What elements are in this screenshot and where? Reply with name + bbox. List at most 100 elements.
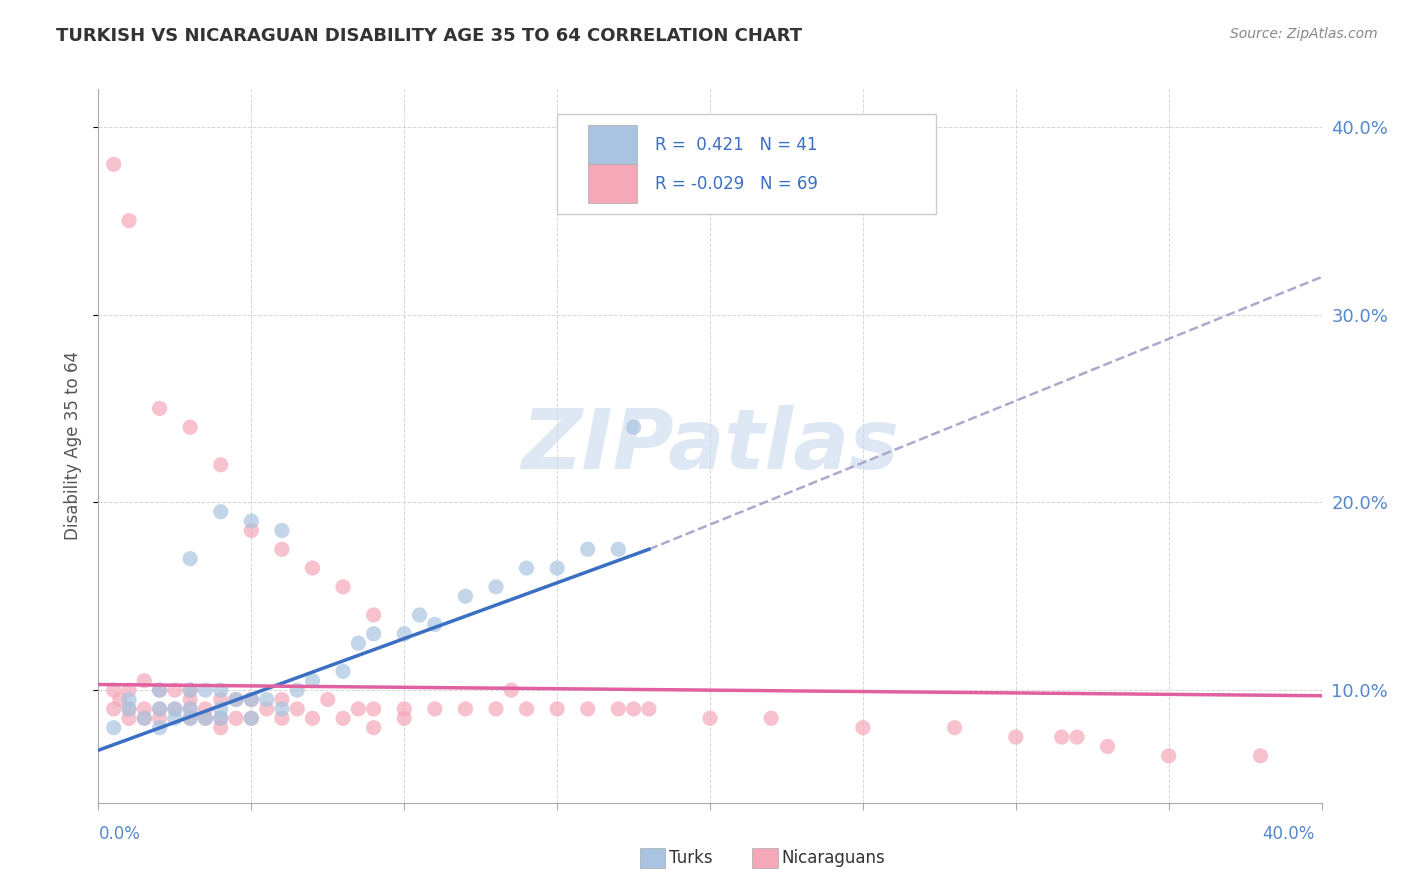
Point <box>1097 739 1119 754</box>
Point <box>392 627 416 641</box>
Point <box>118 213 141 227</box>
Point <box>623 702 645 716</box>
Point <box>1249 748 1271 763</box>
Point <box>179 711 201 725</box>
Point <box>240 514 263 528</box>
Point <box>423 702 446 716</box>
Point <box>118 702 141 716</box>
Point <box>179 551 201 566</box>
Text: TURKISH VS NICARAGUAN DISABILITY AGE 35 TO 64 CORRELATION CHART: TURKISH VS NICARAGUAN DISABILITY AGE 35 … <box>56 27 803 45</box>
Point <box>209 505 232 519</box>
Point <box>134 702 156 716</box>
Point <box>163 702 186 716</box>
Point <box>149 683 172 698</box>
FancyBboxPatch shape <box>588 164 637 203</box>
Point <box>179 683 201 698</box>
Point <box>209 711 232 725</box>
Point <box>108 692 131 706</box>
Point <box>576 542 599 557</box>
Point <box>179 683 201 698</box>
Point <box>316 692 339 706</box>
Point <box>363 607 385 622</box>
Point <box>363 702 385 716</box>
Point <box>163 711 186 725</box>
Point <box>179 711 201 725</box>
Point <box>485 580 508 594</box>
Point <box>209 711 232 725</box>
Point <box>194 711 217 725</box>
Point <box>285 683 308 698</box>
Point <box>149 702 172 716</box>
Point <box>134 711 156 725</box>
Point <box>623 420 645 434</box>
Point <box>194 683 217 698</box>
Point <box>270 702 292 716</box>
Point <box>149 702 172 716</box>
Point <box>485 702 508 716</box>
Point <box>285 702 308 716</box>
Y-axis label: Disability Age 35 to 64: Disability Age 35 to 64 <box>65 351 83 541</box>
Point <box>423 617 446 632</box>
Point <box>301 711 323 725</box>
Point <box>699 711 721 725</box>
Point <box>225 711 247 725</box>
Point <box>347 636 370 650</box>
Point <box>852 721 875 735</box>
Point <box>270 711 292 725</box>
Point <box>103 683 125 698</box>
Point <box>392 711 416 725</box>
Point <box>118 683 141 698</box>
Point <box>149 683 172 698</box>
Text: Source: ZipAtlas.com: Source: ZipAtlas.com <box>1230 27 1378 41</box>
Point <box>301 561 323 575</box>
Point <box>347 702 370 716</box>
Point <box>1050 730 1073 744</box>
Point <box>118 692 141 706</box>
Point <box>637 702 661 716</box>
Point <box>240 711 263 725</box>
Point <box>103 702 125 716</box>
Point <box>240 711 263 725</box>
Point <box>240 692 263 706</box>
Point <box>256 692 278 706</box>
Point <box>270 542 292 557</box>
Point <box>225 692 247 706</box>
Point <box>179 420 201 434</box>
Point <box>301 673 323 688</box>
Point <box>209 721 232 735</box>
Point <box>363 627 385 641</box>
Point <box>209 692 232 706</box>
Point <box>943 721 966 735</box>
Point <box>1157 748 1180 763</box>
Point <box>759 711 782 725</box>
Point <box>149 711 172 725</box>
Point <box>270 692 292 706</box>
Point <box>270 524 292 538</box>
Point <box>408 607 430 622</box>
Point <box>118 702 141 716</box>
Point <box>179 692 201 706</box>
Point <box>516 561 538 575</box>
Text: R = -0.029   N = 69: R = -0.029 N = 69 <box>655 175 818 193</box>
Point <box>134 711 156 725</box>
Point <box>607 702 630 716</box>
Point <box>501 683 523 698</box>
Text: 40.0%: 40.0% <box>1263 825 1315 843</box>
Point <box>1066 730 1088 744</box>
Point <box>149 721 172 735</box>
Point <box>256 702 278 716</box>
Point <box>607 542 630 557</box>
Point <box>546 702 568 716</box>
Point <box>103 721 125 735</box>
Point <box>179 702 201 716</box>
Point <box>392 702 416 716</box>
Point <box>332 711 354 725</box>
Point <box>209 458 232 472</box>
Point <box>225 692 247 706</box>
FancyBboxPatch shape <box>557 114 936 214</box>
Point <box>240 692 263 706</box>
Text: R =  0.421   N = 41: R = 0.421 N = 41 <box>655 136 817 153</box>
Point <box>194 702 217 716</box>
FancyBboxPatch shape <box>588 125 637 164</box>
Point <box>103 157 125 171</box>
